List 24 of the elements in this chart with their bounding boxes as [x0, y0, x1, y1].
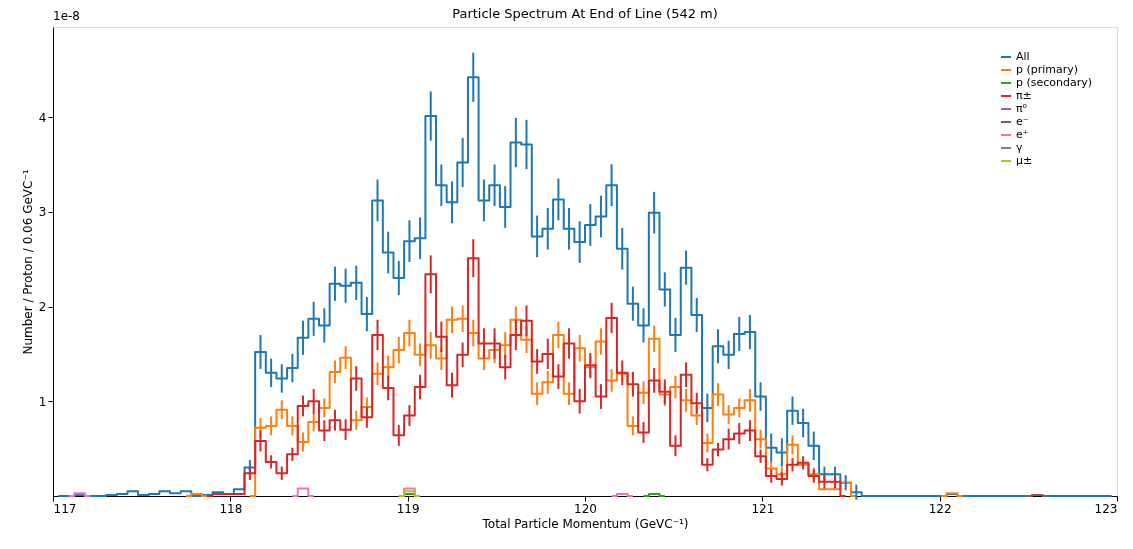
y-tick-label: 2	[38, 300, 47, 315]
legend-label: p (secondary)	[1016, 76, 1093, 89]
legend-label: p (primary)	[1016, 63, 1079, 76]
x-axis-title: Total Particle Momentum (GeVC⁻¹)	[481, 516, 689, 531]
x-tick-label: 123	[1094, 501, 1118, 516]
y-tick-label: 1	[38, 394, 47, 409]
legend-label: e⁻	[1016, 115, 1029, 128]
text: 1e-8	[53, 9, 80, 23]
x-tick-label: 120	[574, 501, 597, 516]
legend-label: e⁺	[1016, 128, 1029, 141]
x-tick-label: 122	[928, 501, 952, 516]
x-tick-label: 118	[219, 501, 243, 516]
x-tick-label: 121	[751, 501, 775, 516]
y-tick-label: 3	[38, 205, 47, 220]
legend-label: π⁰	[1016, 102, 1028, 115]
legend-label: All	[1016, 50, 1030, 63]
x-tick-label: 117	[53, 501, 77, 516]
legend-label: γ	[1016, 141, 1023, 154]
legend-label: μ±	[1016, 154, 1033, 167]
chart-title: Particle Spectrum At End of Line (542 m)	[452, 6, 718, 21]
x-tick-label: 119	[396, 501, 420, 516]
y-axis-title: Number / Proton / 0.06 GeVC⁻¹	[20, 169, 35, 355]
legend-label: π±	[1016, 89, 1032, 102]
y-tick-label: 4	[38, 110, 47, 125]
